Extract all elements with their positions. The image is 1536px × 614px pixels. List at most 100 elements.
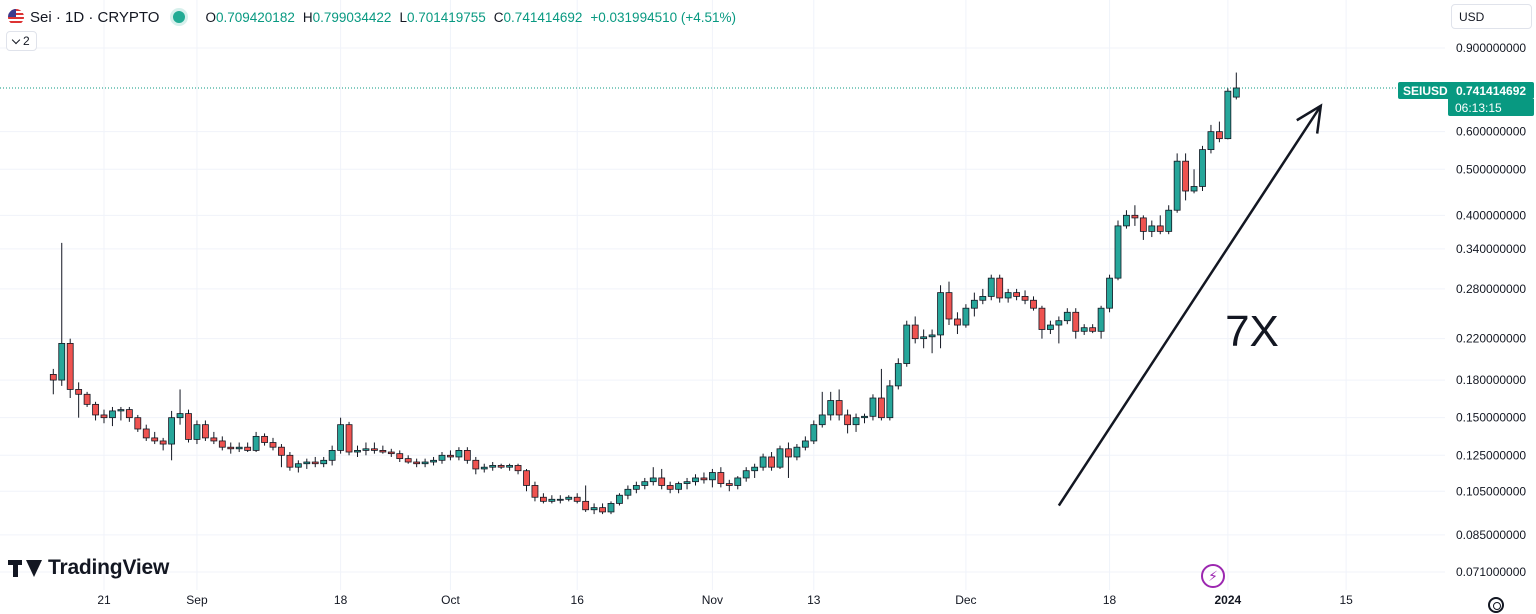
candle-body-down — [210, 437, 218, 442]
candle-body-down — [835, 400, 843, 416]
candle — [852, 413, 860, 432]
price-tick-label: 0.071000000 — [1456, 565, 1526, 579]
candle-body-down — [1156, 225, 1164, 232]
price-tick-label: 0.125000000 — [1456, 448, 1526, 462]
candle-body-down — [1139, 217, 1147, 232]
tradingview-logo[interactable]: TradingView — [8, 554, 169, 582]
candle-body-down — [185, 413, 192, 440]
candle-body-down — [49, 374, 57, 381]
candle — [1207, 124, 1215, 154]
candle — [818, 391, 826, 428]
candle — [151, 431, 159, 445]
candle-body-down — [540, 496, 547, 502]
candle — [1199, 145, 1206, 192]
time-tick-label: 13 — [807, 593, 821, 607]
candle-body-down — [286, 454, 294, 468]
candle — [590, 503, 598, 515]
candle-body-up — [776, 448, 784, 468]
candle-body-up — [1207, 131, 1215, 151]
price-tick-label: 0.280000000 — [1456, 282, 1526, 296]
candle — [970, 292, 978, 317]
candle-body-up — [641, 481, 649, 486]
candle — [1114, 220, 1122, 281]
candle — [725, 479, 733, 492]
candle — [159, 437, 167, 451]
price-axis: 0.900000000 0.600000000 0.500000000 0.40000… — [1456, 41, 1526, 579]
candle — [878, 368, 885, 421]
candle — [751, 463, 759, 478]
candle — [700, 472, 708, 484]
candle-body-down — [83, 393, 91, 405]
candle-body-down — [125, 409, 133, 419]
candle-body-up — [430, 459, 437, 463]
candle-body-down — [768, 456, 775, 468]
candle-body-up — [616, 494, 623, 504]
price-tick-label: 0.180000000 — [1456, 373, 1526, 387]
candle — [624, 485, 632, 500]
time-tick-label: 18 — [334, 593, 348, 607]
candle-body-down — [945, 292, 953, 320]
candle-body-up — [751, 466, 759, 472]
price-tick-label: 0.340000000 — [1456, 242, 1526, 256]
candle — [801, 436, 809, 451]
candle — [1055, 316, 1063, 344]
candle — [1106, 274, 1113, 313]
candle-body-up — [354, 450, 361, 453]
candle-body-down — [261, 435, 268, 443]
candle-body-down — [447, 454, 454, 458]
candle-body-down — [1131, 214, 1139, 219]
symbol-title[interactable]: Sei · 1D · CRYPTO — [30, 8, 160, 26]
candle — [328, 445, 336, 466]
candle — [666, 481, 674, 494]
candle-body-up — [109, 410, 116, 419]
candle — [125, 406, 133, 422]
candle — [599, 503, 606, 515]
candle-body-down — [514, 465, 522, 472]
candle-body-down — [1021, 296, 1029, 301]
candle — [218, 436, 226, 451]
time-tick-label: 16 — [571, 593, 585, 607]
candle-body-up — [810, 424, 818, 442]
candle-body-down — [396, 453, 404, 460]
candle — [1072, 308, 1080, 339]
candle — [100, 409, 108, 424]
candle-body-up — [675, 483, 682, 490]
candle-body-up — [1199, 149, 1206, 187]
candle — [379, 445, 387, 454]
currency-select[interactable]: USD — [1451, 4, 1532, 29]
candle-body-up — [861, 415, 868, 419]
candle-body-down — [725, 483, 733, 486]
candle-body-down — [1030, 299, 1037, 309]
flash-icon[interactable]: ⚡ — [1201, 564, 1225, 588]
candle — [1139, 215, 1147, 240]
candle-body-up — [759, 456, 767, 468]
time-tick-label: Oct — [441, 593, 460, 607]
us-flag-icon — [8, 9, 24, 25]
candle — [920, 329, 928, 349]
candle — [480, 463, 488, 473]
candle-body-up — [455, 450, 463, 458]
candle — [962, 304, 970, 328]
market-status-icon[interactable] — [173, 11, 186, 23]
candle-body-down — [954, 318, 961, 326]
candle — [540, 493, 547, 504]
candle — [83, 391, 91, 407]
candle-body-up — [556, 498, 564, 501]
candle-body-up — [903, 324, 911, 364]
candle-body-up — [979, 296, 987, 301]
candle-body-down — [142, 428, 150, 439]
candle-body-down — [463, 450, 471, 461]
candle — [1131, 205, 1139, 226]
gear-icon[interactable] — [1488, 597, 1504, 613]
candle — [1148, 220, 1156, 238]
candle-body-down — [1013, 292, 1020, 297]
candle — [286, 452, 294, 471]
candle — [649, 467, 657, 486]
candle — [1013, 288, 1020, 301]
candle — [497, 463, 505, 469]
candle-body-up — [58, 343, 66, 381]
candle-body-down — [244, 446, 252, 451]
candle-body-up — [987, 277, 995, 297]
indicator-toggle-button[interactable]: 2 — [6, 31, 37, 51]
